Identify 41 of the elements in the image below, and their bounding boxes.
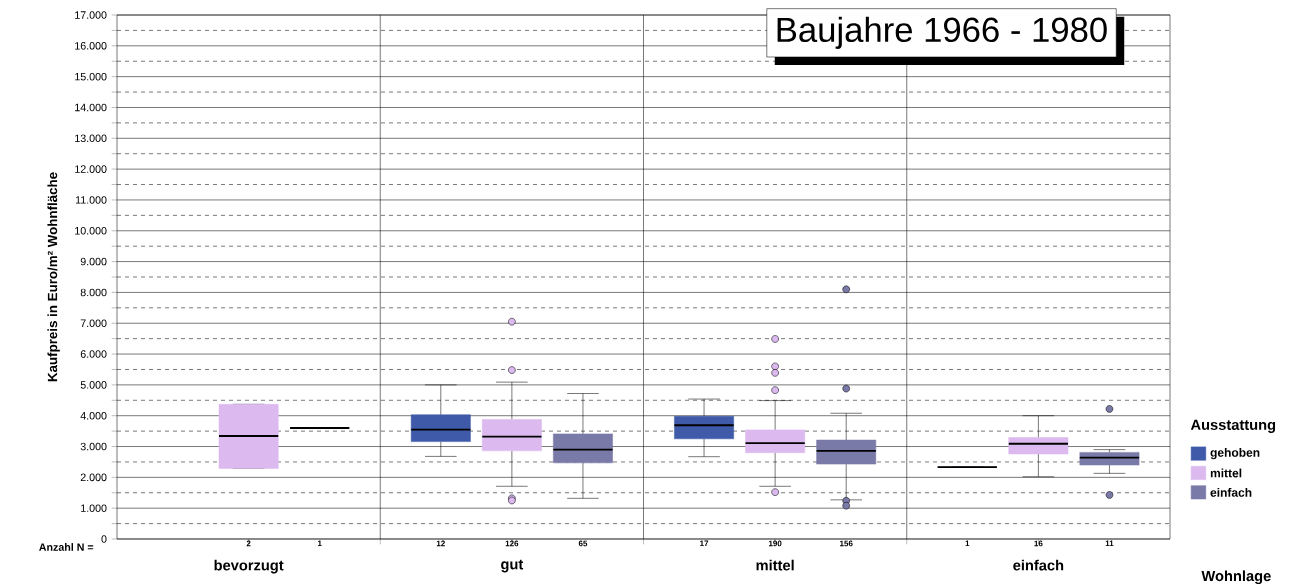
y-tick-label: 8.000: [80, 288, 107, 297]
y-tick-label: 17.000: [75, 11, 107, 19]
y-axis-title: Kaufpreis in Euro/m² Wohnfläche: [47, 172, 60, 382]
legend-title: Ausstattung: [1190, 419, 1276, 433]
text: 1: [317, 540, 322, 547]
y-tick-label: 6.000: [80, 350, 107, 358]
y-tick-label: 11.000: [75, 196, 107, 204]
y-tick-label: 13.000: [75, 134, 107, 143]
y-tick-label: 7.000: [80, 319, 107, 328]
legend-label: mittel: [1210, 468, 1242, 478]
y-tick-label: 4.000: [80, 411, 107, 420]
y-tick-label: 1.000: [81, 504, 107, 512]
legend-label: einfach: [1210, 487, 1252, 497]
text: 16: [1034, 540, 1043, 547]
x-tick-label: bevorzugt: [214, 559, 284, 574]
y-tick-label: 2.000: [80, 473, 107, 482]
text: 1: [965, 540, 970, 547]
y-tick-label: 9.000: [80, 257, 107, 266]
text: 190: [768, 540, 782, 547]
y-tick-label: 16.000: [75, 42, 107, 50]
text: 2: [246, 540, 251, 547]
y-tick-label: 10.000: [75, 226, 107, 235]
text: 12: [436, 540, 445, 547]
x-tick-label: einfach: [1013, 559, 1064, 571]
x-tick-label: mittel: [756, 559, 794, 571]
y-tick-label: 12.000: [75, 165, 107, 173]
text: 156: [840, 540, 853, 547]
legend-label: gehoben: [1210, 447, 1260, 460]
x-axis-title: Wohnlage: [1201, 570, 1271, 585]
text: 17: [700, 540, 709, 547]
x-tick-label: gut: [501, 559, 524, 573]
y-tick-label: 3.000: [80, 442, 107, 451]
text: 11: [1105, 540, 1114, 547]
text: 126: [505, 540, 519, 547]
y-tick-label: 15.000: [75, 72, 107, 81]
y-tick-label: 5.000: [80, 381, 107, 389]
y-tick-label: 0: [101, 535, 107, 543]
chart-title: Baujahre 1966 - 1980: [777, 16, 1107, 49]
text: 65: [578, 540, 588, 547]
text: Anzahl N =: [39, 543, 94, 551]
y-tick-label: 14.000: [75, 103, 107, 112]
